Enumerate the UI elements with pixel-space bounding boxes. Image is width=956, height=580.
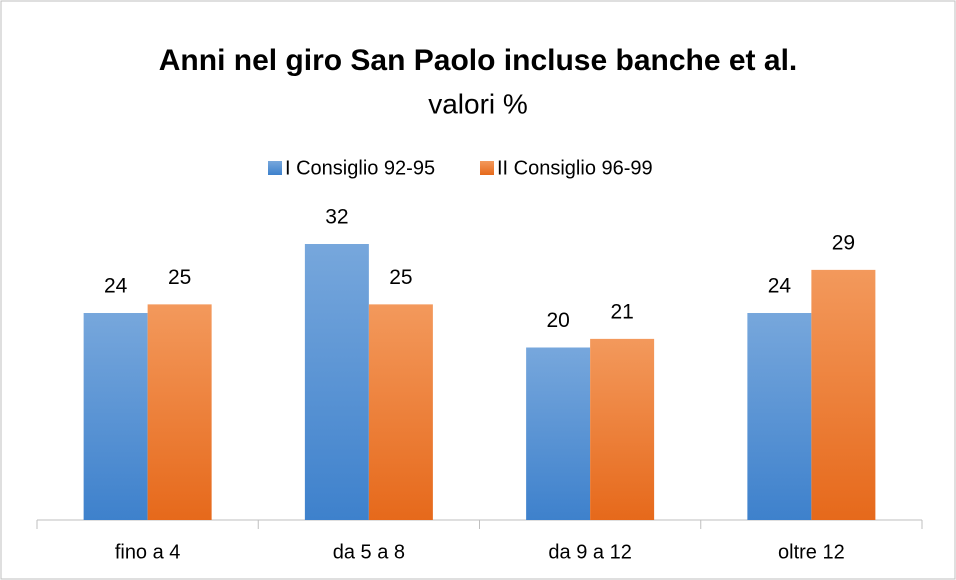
data-label: 25 (389, 266, 412, 289)
data-label: 20 (546, 309, 569, 332)
bar (304, 244, 369, 520)
data-label: 32 (325, 206, 348, 229)
bar (811, 269, 876, 520)
data-label: 24 (768, 275, 792, 298)
chart-subtitle: valori % (428, 88, 528, 119)
legend-swatch (268, 161, 282, 175)
bar (526, 347, 591, 520)
x-tick-label: da 5 a 8 (333, 541, 405, 563)
data-label: 21 (610, 300, 633, 323)
x-tick-label: da 9 a 12 (548, 541, 631, 563)
bar (83, 313, 148, 520)
bar (747, 313, 812, 520)
bar (147, 304, 212, 520)
data-label: 29 (832, 231, 855, 254)
x-tick-label: fino a 4 (115, 541, 181, 563)
bar (368, 304, 433, 520)
legend-label: II Consiglio 96-99 (497, 157, 653, 179)
data-label: 24 (104, 275, 128, 298)
bar (590, 338, 655, 520)
x-tick-label: oltre 12 (778, 541, 845, 563)
legend-swatch (480, 161, 494, 175)
legend-label: I Consiglio 92-95 (285, 157, 435, 179)
chart-title: Anni nel giro San Paolo incluse banche e… (159, 44, 797, 77)
data-label: 25 (168, 266, 191, 289)
